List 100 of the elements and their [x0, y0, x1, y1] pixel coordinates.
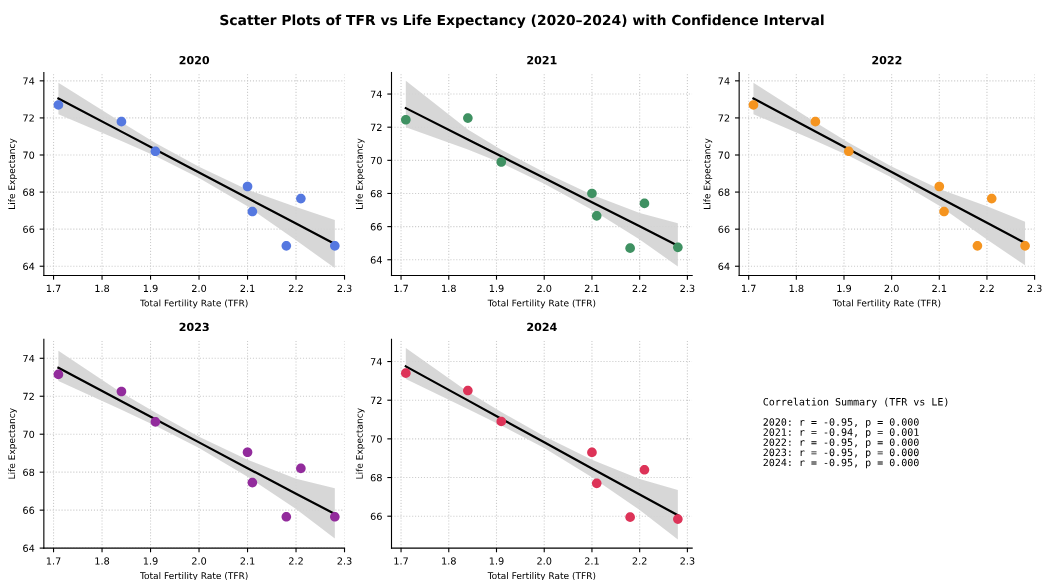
text: Correlation Summary (TFR vs LE)	[763, 397, 948, 408]
y-tick-label: 70	[370, 435, 382, 443]
x-axis-title: Total Fertility Rate (TFR)	[832, 299, 941, 309]
x-tick-label: 1.7	[46, 557, 61, 565]
point	[1020, 241, 1030, 251]
x-tick-label: 1.7	[742, 284, 756, 292]
point	[330, 241, 340, 251]
x-tick-label: 2.0	[537, 557, 552, 565]
chart-title: 2023	[179, 322, 209, 332]
x-tick-label: 1.8	[95, 284, 110, 293]
text: 2021: r = -0.94, p = 0.001	[763, 428, 919, 438]
x-axis-title: Total Fertility Rate (TFR)	[487, 572, 596, 580]
y-tick-label: 74	[370, 358, 382, 366]
x-tick-label: 2.0	[884, 284, 899, 293]
point	[296, 193, 306, 204]
point	[625, 512, 635, 522]
y-tick-label: 74	[370, 90, 382, 98]
point	[242, 447, 253, 458]
x-tick-label: 2.1	[584, 284, 599, 292]
y-tick-label: 68	[23, 468, 35, 476]
point	[401, 368, 411, 378]
y-tick-label: 72	[370, 396, 382, 404]
y-tick-label: 64	[718, 262, 730, 271]
x-tick-label: 2.2	[289, 557, 303, 565]
point	[934, 181, 945, 192]
x-tick-label: 2.1	[240, 557, 255, 565]
point	[639, 198, 650, 209]
x-tick-label: 2.1	[240, 284, 255, 292]
x-tick-label: 2.0	[192, 557, 207, 565]
x-tick-label: 2.1	[584, 557, 599, 565]
point	[150, 417, 161, 427]
point	[463, 113, 473, 123]
x-tick-label: 1.9	[489, 557, 504, 565]
x-tick-label: 1.8	[442, 557, 456, 565]
x-tick-label: 2.3	[680, 284, 695, 293]
y-axis-title: Life Expectancy	[355, 408, 365, 479]
x-tick-label: 1.7	[394, 557, 408, 565]
y-tick-label: 68	[23, 188, 35, 196]
chart-title: 2020	[179, 55, 210, 65]
point	[972, 241, 983, 251]
y-tick-label: 68	[718, 188, 730, 196]
text: Scatter Plots of TFR vs Life Expectancy (2020–2024) with Confidence Interval	[220, 14, 824, 29]
text: 2020: r = -0.95, p = 0.000	[763, 418, 919, 428]
x-tick-label: 1.8	[442, 284, 456, 293]
y-axis-title: Life Expectancy	[8, 138, 17, 209]
x-tick-label: 1.9	[489, 284, 504, 293]
point	[496, 157, 507, 167]
point	[53, 100, 64, 110]
point	[150, 146, 161, 157]
y-tick-label: 66	[370, 512, 382, 521]
point	[116, 386, 127, 397]
chart-title: 2021	[527, 55, 557, 65]
x-tick-label: 2.2	[632, 557, 647, 565]
x-tick-label: 2.3	[337, 557, 352, 565]
point	[496, 416, 507, 427]
x-tick-label: 1.9	[837, 284, 852, 293]
point	[116, 116, 127, 127]
y-tick-label: 70	[23, 430, 35, 439]
y-tick-label: 72	[23, 392, 34, 400]
y-tick-label: 66	[370, 223, 382, 231]
x-tick-label: 2.3	[680, 557, 695, 565]
y-tick-label: 64	[23, 262, 35, 271]
y-axis-title: Life Expectancy	[8, 408, 17, 479]
x-tick-label: 1.9	[143, 284, 158, 293]
y-tick-label: 74	[23, 354, 35, 362]
x-tick-label: 2.3	[1027, 284, 1042, 293]
x-tick-label: 2.0	[537, 284, 552, 293]
point	[843, 146, 854, 157]
point	[242, 181, 253, 192]
text: 2022: r = -0.95, p = 0.000	[763, 438, 919, 448]
point	[463, 385, 473, 396]
y-tick-label: 72	[718, 114, 730, 122]
y-tick-label: 74	[718, 77, 730, 85]
y-tick-label: 70	[718, 151, 730, 159]
point	[247, 206, 258, 217]
text: 2023: r = -0.95, p = 0.000	[763, 448, 919, 459]
point	[639, 464, 650, 475]
y-tick-label: 72	[370, 123, 382, 131]
y-axis-title: Life Expectancy	[355, 138, 365, 209]
y-tick-label: 66	[23, 225, 35, 233]
y-tick-label: 64	[23, 544, 35, 552]
y-tick-label: 68	[370, 189, 382, 198]
y-tick-label: 70	[23, 151, 35, 159]
x-tick-label: 2.1	[932, 284, 947, 292]
x-tick-label: 1.7	[394, 284, 408, 292]
x-axis-title: Total Fertility Rate (TFR)	[140, 572, 248, 580]
x-tick-label: 2.2	[979, 284, 994, 292]
y-tick-label: 74	[23, 77, 35, 85]
x-tick-label: 1.8	[789, 284, 804, 293]
point	[587, 447, 597, 458]
point	[401, 114, 411, 125]
x-tick-label: 2.2	[632, 284, 647, 292]
y-tick-label: 72	[23, 114, 34, 122]
text: 2024: r = -0.95, p = 0.000	[763, 458, 919, 469]
y-axis-title: Life Expectancy	[703, 138, 713, 209]
x-tick-label: 2.0	[192, 284, 207, 293]
point	[939, 206, 949, 217]
x-tick-label: 2.3	[337, 284, 352, 293]
point	[296, 463, 306, 474]
point	[330, 511, 340, 522]
